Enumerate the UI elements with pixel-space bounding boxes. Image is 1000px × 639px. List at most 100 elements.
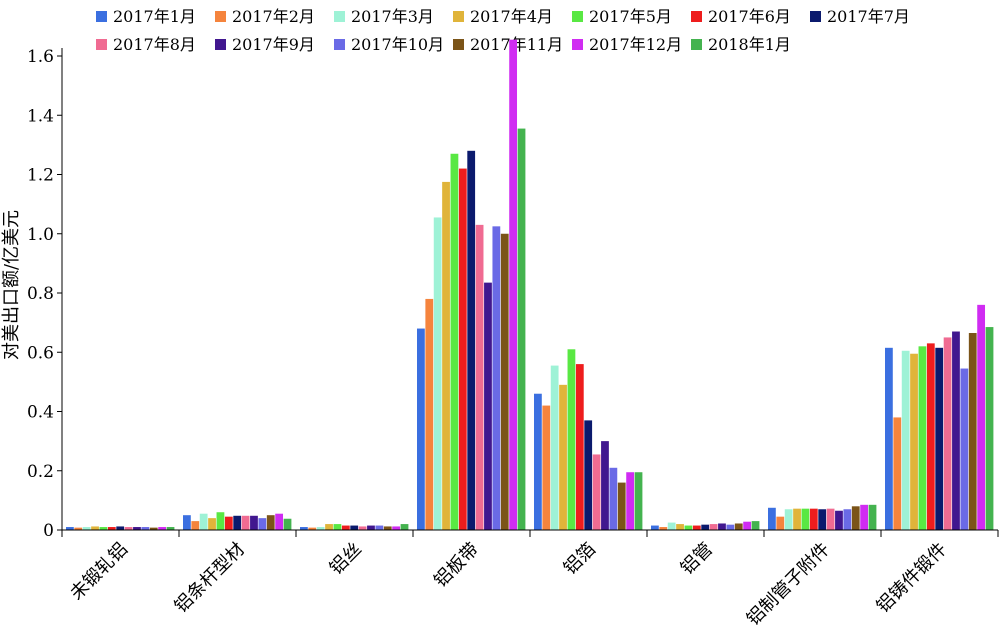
legend-item: 2017年5月 — [572, 7, 672, 26]
legend-label: 2017年12月 — [589, 35, 682, 54]
y-tick-label: 0.8 — [27, 284, 54, 304]
bar — [826, 508, 835, 530]
bar — [341, 525, 350, 530]
bar — [258, 518, 267, 530]
bar — [784, 509, 793, 530]
bar — [82, 527, 91, 530]
bar — [300, 527, 308, 530]
bar — [534, 393, 542, 530]
x-tick-label: 铝铸件锻件 — [873, 539, 951, 617]
bar — [550, 365, 559, 530]
bar — [918, 346, 927, 530]
bar — [149, 527, 158, 530]
bar — [333, 524, 342, 530]
bar — [584, 420, 593, 530]
legend-item: 2017年2月 — [215, 7, 315, 26]
bar — [74, 527, 83, 530]
legend-item: 2017年7月 — [810, 7, 910, 26]
legend-swatch — [96, 39, 107, 50]
x-tick-label: 铝制管子附件 — [743, 539, 834, 630]
bar — [952, 331, 960, 530]
legend-label: 2018年1月 — [708, 35, 791, 54]
legend-item: 2017年4月 — [453, 7, 553, 26]
bar — [208, 518, 216, 530]
legend-swatch — [334, 11, 345, 22]
bar — [383, 526, 392, 530]
legend-label: 2017年2月 — [232, 7, 315, 26]
bar — [843, 509, 852, 530]
y-tick-label: 1.2 — [27, 166, 54, 186]
bar — [492, 226, 501, 530]
legend-label: 2017年9月 — [232, 35, 315, 54]
x-axis: 未锻轧铝 铝条杆型材 铝丝 铝板带 铝箔 铝管 铝制管子附件 铝铸件锻件 — [61, 529, 999, 630]
bar — [224, 516, 233, 530]
bar — [475, 224, 484, 531]
x-tick-label: 铝箔 — [560, 539, 600, 579]
bar — [885, 347, 893, 530]
bar — [818, 509, 827, 530]
legend-item: 2017年6月 — [691, 7, 791, 26]
y-axis-label: 对美出口额/亿美元 — [1, 210, 22, 360]
legend-label: 2017年8月 — [113, 35, 196, 54]
y-tick-label: 1.6 — [27, 47, 54, 67]
bar — [776, 516, 785, 530]
bar — [835, 510, 843, 530]
legend-swatch — [572, 11, 583, 22]
bar — [199, 513, 208, 530]
bar — [183, 515, 191, 530]
bar — [316, 527, 325, 530]
bar — [676, 524, 684, 530]
x-tick-label: 铝条杆型材 — [171, 539, 249, 617]
y-tick-label: 0.2 — [27, 462, 54, 482]
legend-label: 2017年3月 — [351, 7, 434, 26]
legend-item: 2017年8月 — [96, 35, 196, 54]
legend-label: 2017年10月 — [351, 35, 444, 54]
bar — [910, 353, 918, 530]
bar — [601, 441, 609, 530]
legend-swatch — [215, 11, 226, 22]
legend-item: 2017年10月 — [334, 35, 444, 54]
bar — [392, 526, 401, 530]
bar — [308, 527, 317, 530]
y-tick-label: 1.4 — [27, 106, 54, 126]
bar — [851, 506, 860, 530]
bar — [734, 523, 743, 530]
legend-label: 2017年4月 — [470, 7, 553, 26]
bar — [684, 525, 693, 530]
bar — [124, 527, 133, 530]
bar — [592, 454, 601, 530]
legend-item: 2017年1月 — [96, 7, 196, 26]
bar — [266, 515, 275, 530]
bar — [609, 467, 618, 530]
bar — [283, 518, 292, 530]
x-tick-label: 铝板带 — [430, 539, 483, 592]
bar — [809, 508, 818, 530]
x-tick-label: 铝丝 — [326, 539, 366, 579]
bar — [107, 527, 116, 530]
bar — [500, 233, 509, 530]
bar — [509, 39, 518, 531]
bar — [768, 507, 776, 530]
legend-swatch — [691, 39, 702, 50]
legend: 2017年1月 2017年2月 2017年3月 2017年4月 2017年5月 2017年… — [96, 7, 910, 54]
bar — [793, 508, 801, 530]
bar — [626, 472, 635, 530]
bar — [985, 327, 994, 530]
bar — [484, 282, 492, 530]
bar — [968, 332, 977, 530]
bar — [433, 217, 442, 531]
y-tick-label: 0.6 — [27, 343, 54, 363]
bar — [325, 524, 333, 530]
bar — [241, 515, 250, 530]
bar — [926, 343, 935, 530]
x-tick-label: 铝管 — [677, 539, 717, 579]
bar — [275, 513, 284, 530]
bar — [442, 181, 450, 530]
bar — [960, 368, 969, 530]
bar — [367, 525, 375, 530]
bar — [216, 512, 225, 530]
bar — [943, 337, 952, 530]
bar — [375, 525, 384, 530]
bar — [893, 417, 902, 530]
